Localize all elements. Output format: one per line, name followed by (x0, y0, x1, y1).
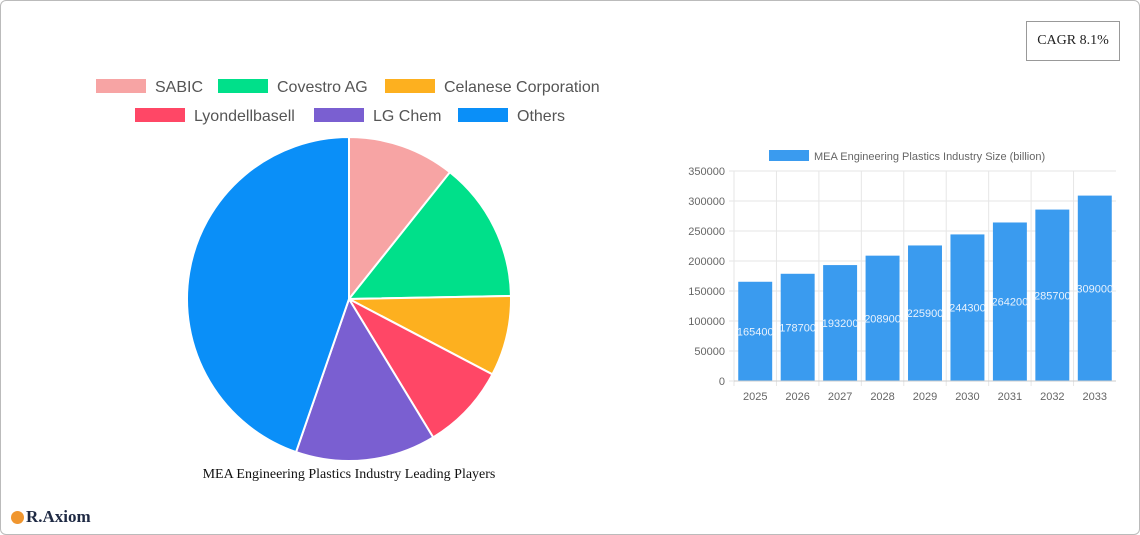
legend-swatch[interactable] (314, 108, 364, 122)
legend-label[interactable]: Celanese Corporation (444, 79, 600, 96)
legend-label[interactable]: Covestro AG (277, 79, 368, 96)
x-tick-label: 2030 (955, 391, 979, 403)
bar[interactable] (823, 265, 858, 381)
bar-value-label: 309000 (1076, 283, 1113, 295)
y-tick-label: 300000 (688, 196, 725, 208)
bar-chart: MEA Engineering Plastics Industry Size (… (688, 150, 1116, 403)
brand-name: R.Axiom (26, 507, 91, 526)
bar[interactable] (950, 234, 985, 381)
legend-label[interactable]: SABIC (155, 79, 203, 96)
pie-slice[interactable] (346, 296, 494, 439)
bar-value-label: 264200 (992, 297, 1029, 309)
y-tick-label: 50000 (694, 346, 725, 358)
legend-swatch[interactable] (769, 150, 809, 161)
bar[interactable] (738, 281, 773, 381)
pie-slice[interactable] (294, 296, 435, 462)
x-tick-label: 2029 (913, 391, 937, 403)
legend-swatch[interactable] (218, 79, 268, 93)
legend-swatch[interactable] (96, 79, 146, 93)
y-tick-label: 200000 (688, 256, 725, 268)
bar-value-label: 225900 (907, 308, 944, 320)
legend-swatch[interactable] (385, 79, 435, 93)
bar-value-label: 178700 (779, 322, 816, 334)
x-tick-label: 2033 (1083, 391, 1107, 403)
bar[interactable] (1077, 195, 1112, 381)
pie-slice[interactable] (348, 135, 452, 302)
x-tick-label: 2027 (828, 391, 852, 403)
bar[interactable] (992, 222, 1027, 381)
y-tick-label: 0 (719, 376, 725, 388)
y-tick-label: 100000 (688, 316, 725, 328)
legend-label[interactable]: Lyondellbasell (194, 108, 295, 125)
pie-slice[interactable] (186, 135, 350, 454)
x-tick-label: 2025 (743, 391, 767, 403)
pie-slice[interactable] (346, 170, 512, 301)
logo-icon (11, 510, 24, 524)
bar-value-label: 193200 (822, 318, 859, 330)
y-tick-label: 350000 (688, 166, 725, 178)
legend-label[interactable]: LG Chem (373, 108, 441, 125)
bar-value-label: 285700 (1034, 290, 1071, 302)
pie-chart: SABIC Covestro AG Celanese Corporation Lyon… (96, 79, 600, 462)
legend-swatch[interactable] (458, 108, 508, 122)
bar-value-label: 165400 (737, 326, 774, 338)
brand-logo: R.Axiom (11, 507, 91, 527)
bar[interactable] (1035, 209, 1070, 381)
bar-value-label: 208900 (864, 313, 901, 325)
x-tick-label: 2026 (785, 391, 809, 403)
x-tick-label: 2028 (870, 391, 894, 403)
legend-label[interactable]: Others (517, 108, 565, 125)
x-tick-label: 2032 (1040, 391, 1064, 403)
pie-title: MEA Engineering Plastics Industry Leadin… (202, 467, 496, 482)
y-tick-label: 250000 (688, 226, 725, 238)
bar[interactable] (865, 255, 900, 381)
legend-label[interactable]: MEA Engineering Plastics Industry Size (… (814, 151, 1045, 163)
bar-value-label: 244300 (949, 303, 986, 315)
cagr-badge: CAGR 8.1% (1026, 21, 1120, 61)
legend-swatch[interactable] (135, 108, 185, 122)
x-tick-label: 2031 (998, 391, 1022, 403)
bar[interactable] (780, 273, 815, 381)
y-tick-label: 150000 (688, 286, 725, 298)
bar[interactable] (908, 245, 942, 381)
